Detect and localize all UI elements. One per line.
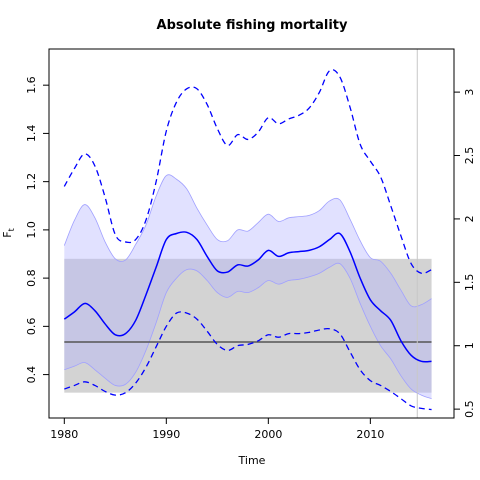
y-axis-left: 0.4 0.6 0.8 1.0 1.2 1.4 1.6 [25, 76, 49, 383]
y-tick-label: 1.6 [25, 76, 38, 94]
y-tick-label: 1.2 [25, 173, 38, 191]
y-tick-label: 1.4 [25, 125, 38, 143]
x-tick-label: 2010 [356, 428, 384, 441]
y-tick-label: 0.6 [25, 318, 38, 336]
y2-tick-label: 2 [463, 215, 476, 222]
ci-lower-line [64, 262, 432, 400]
x-axis-label: Time [238, 454, 266, 467]
x-axis: 1980 1990 2000 2010 [50, 418, 384, 441]
x-tick-label: 1990 [152, 428, 180, 441]
y2-tick-label: 0.5 [463, 400, 476, 418]
estimate-line [63, 231, 432, 363]
y-axis-label-group: Ft [1, 228, 16, 237]
ci-area [64, 174, 432, 399]
y-tick-label: 0.8 [25, 269, 38, 287]
y2-tick-label: 2.5 [463, 147, 476, 165]
x-tick-label: 2000 [254, 428, 282, 441]
y2-tick-label: 1 [463, 342, 476, 349]
y-axis-right: 0.5 1 1.5 2 2.5 3 [454, 89, 476, 418]
plot-frame [48, 48, 455, 419]
chart-title: Absolute fishing mortality [157, 18, 348, 33]
y-axis-label: Ft [1, 228, 16, 237]
y-axis-label-sub: t [7, 228, 16, 231]
confidence-interval-layer [63, 174, 432, 400]
y-tick-label: 1.0 [25, 221, 38, 239]
y2-tick-label: 1.5 [463, 274, 476, 292]
x-tick-label: 1980 [50, 428, 78, 441]
series-lines-layer [63, 49, 432, 418]
y-tick-label: 0.4 [25, 366, 38, 384]
outer-upper-dashed-line [63, 69, 432, 275]
ci-upper-line [63, 174, 432, 308]
y-axis-label-main: F [1, 231, 14, 237]
y2-tick-label: 3 [463, 89, 476, 96]
outer-lower-dashed-line [64, 311, 432, 411]
